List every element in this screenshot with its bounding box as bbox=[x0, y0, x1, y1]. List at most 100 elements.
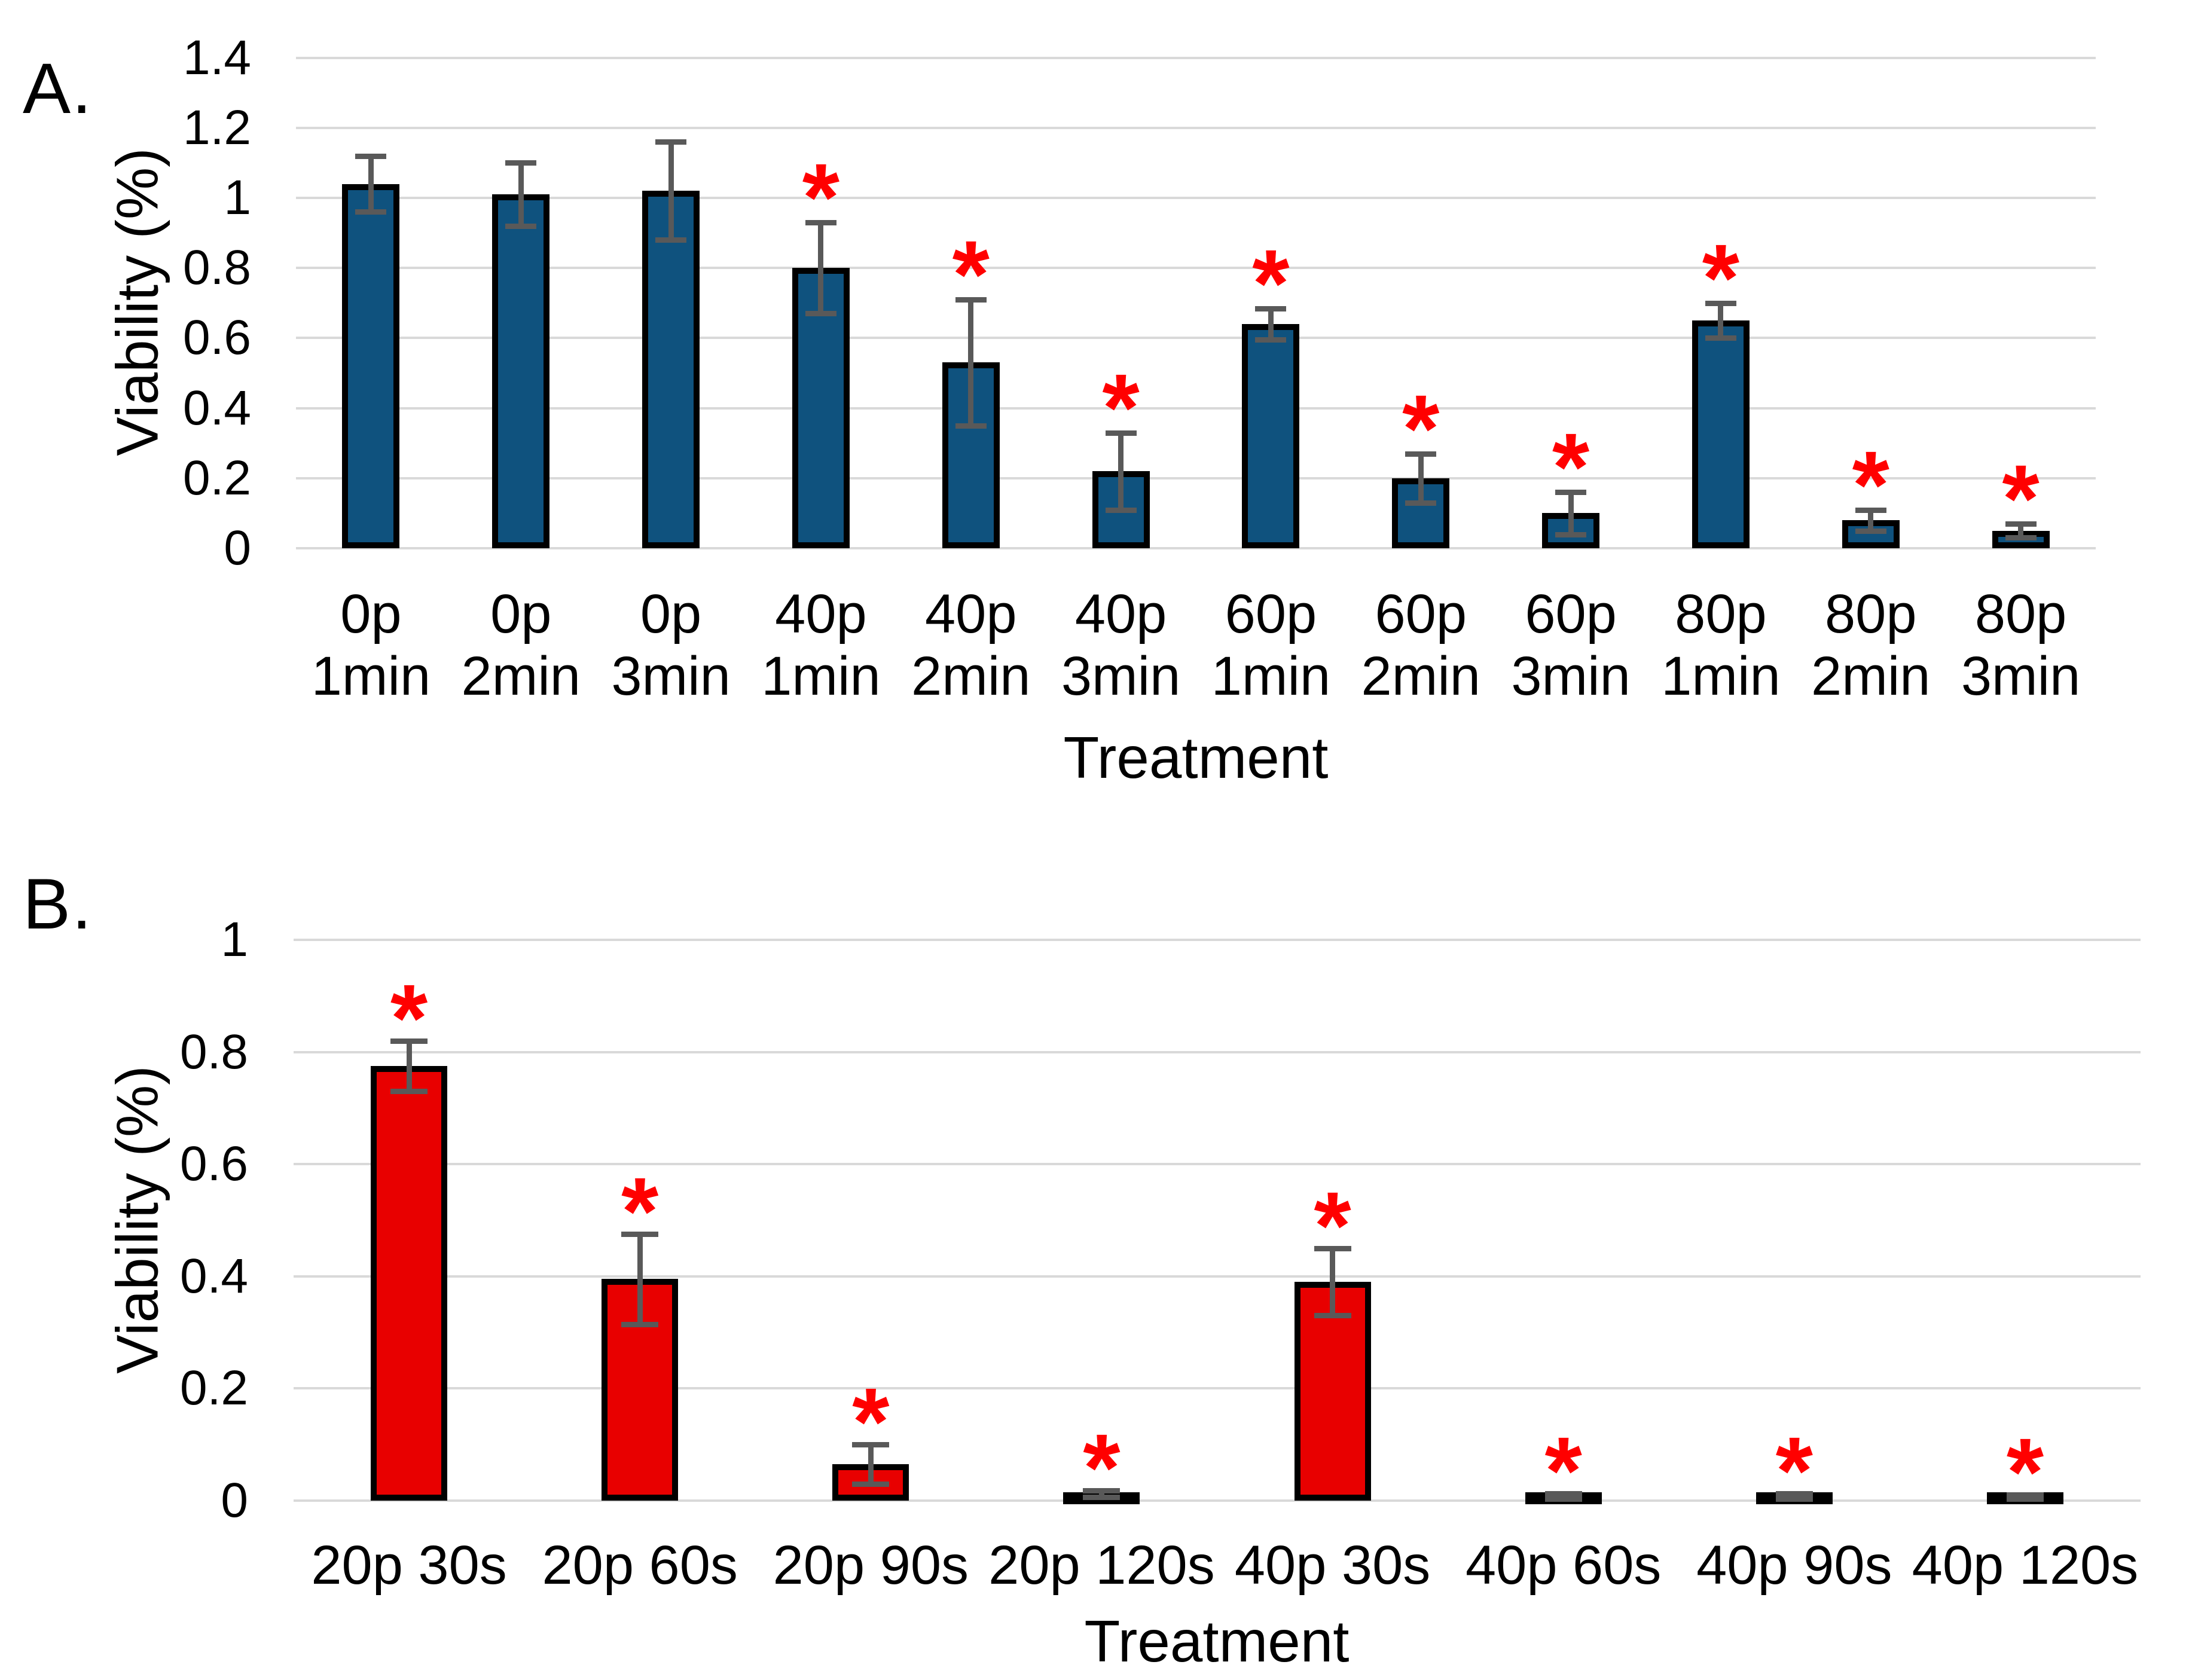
category-label: 40p 60s bbox=[1448, 1534, 1679, 1596]
significance-asterisk: * bbox=[2006, 1418, 2044, 1525]
error-bar bbox=[518, 163, 524, 226]
category-label: 40p 1min bbox=[746, 583, 896, 707]
category-label: 60p 3min bbox=[1496, 583, 1646, 707]
error-bar bbox=[1268, 308, 1274, 340]
error-bar bbox=[1568, 492, 1574, 534]
category-label: 80p 1min bbox=[1646, 583, 1796, 707]
error-bar-top-cap bbox=[1105, 430, 1137, 436]
error-bar bbox=[818, 222, 824, 314]
category-label: 40p 30s bbox=[1217, 1534, 1448, 1596]
error-bar bbox=[1868, 509, 1874, 531]
error-bar-top-cap bbox=[2005, 521, 2037, 527]
category-label: 40p 90s bbox=[1679, 1534, 1910, 1596]
gridline bbox=[294, 1387, 2141, 1390]
category-label-line: 0p bbox=[340, 584, 402, 644]
significance-asterisk: * bbox=[952, 220, 990, 328]
gridline bbox=[296, 197, 2096, 199]
error-bar-top-cap bbox=[1855, 507, 1886, 513]
category-label-line: 0p bbox=[490, 584, 552, 644]
significance-asterisk: * bbox=[1252, 229, 1290, 337]
error-bar-bottom-cap bbox=[355, 209, 387, 215]
bar bbox=[1692, 320, 1750, 548]
error-bar-top-cap bbox=[1405, 451, 1437, 457]
error-bar bbox=[668, 142, 674, 240]
category-label: 40p 120s bbox=[1910, 1534, 2141, 1596]
category-label-line: 40p bbox=[924, 584, 1017, 644]
ytick-label: 1 bbox=[224, 170, 251, 225]
error-bar-bottom-cap bbox=[1544, 1496, 1582, 1502]
error-bar-top-cap bbox=[655, 139, 687, 145]
category-label-line: 40p 30s bbox=[1234, 1535, 1431, 1596]
category-label-line: 60p bbox=[1525, 584, 1617, 644]
category-label-line: 1min bbox=[1661, 646, 1781, 707]
ytick-label: 0.4 bbox=[183, 380, 251, 435]
significance-asterisk: * bbox=[621, 1157, 659, 1265]
gridline bbox=[296, 407, 2096, 410]
gridline bbox=[296, 56, 2096, 59]
ytick-label: 0.8 bbox=[180, 1024, 248, 1079]
ytick-label: 1 bbox=[221, 912, 248, 967]
category-label-line: 2min bbox=[1361, 646, 1480, 707]
bar bbox=[1542, 513, 1600, 548]
bar bbox=[371, 1066, 448, 1501]
category-label: 40p 2min bbox=[896, 583, 1046, 707]
ytick-label: 1.2 bbox=[183, 100, 251, 155]
panel-b-label: B. bbox=[23, 864, 93, 944]
panel-a-x-axis-title: Treatment bbox=[1063, 725, 1329, 790]
significance-asterisk: * bbox=[2002, 444, 2040, 552]
error-bar-bottom-cap bbox=[805, 311, 836, 317]
error-bar bbox=[637, 1234, 643, 1324]
gridline bbox=[294, 1050, 2141, 1053]
error-bar-bottom-cap bbox=[1555, 532, 1587, 537]
error-bar-top-cap bbox=[390, 1038, 428, 1044]
significance-asterisk: * bbox=[1552, 413, 1590, 521]
error-bar-top-cap bbox=[1314, 1245, 1351, 1251]
error-bar bbox=[368, 155, 374, 212]
error-bar-bottom-cap bbox=[1855, 528, 1886, 534]
error-bar-bottom-cap bbox=[955, 423, 987, 429]
significance-asterisk: * bbox=[852, 1368, 890, 1476]
category-label-line: 2min bbox=[1811, 646, 1931, 707]
ytick-label: 0 bbox=[224, 521, 251, 575]
error-bar bbox=[968, 299, 974, 426]
error-bar-bottom-cap bbox=[1705, 335, 1736, 341]
gridline bbox=[294, 939, 2141, 941]
error-bar-bottom-cap bbox=[2006, 1496, 2044, 1502]
error-bar-top-cap bbox=[852, 1442, 890, 1448]
category-label-line: 80p bbox=[1974, 584, 2067, 644]
error-bar-top-cap bbox=[1555, 490, 1587, 496]
ytick-label: 0.2 bbox=[180, 1361, 248, 1416]
bar bbox=[492, 194, 550, 548]
error-bar bbox=[2018, 523, 2024, 538]
category-label-line: 1min bbox=[311, 646, 431, 707]
category-label: 20p 60s bbox=[524, 1534, 755, 1596]
category-label-line: 0p bbox=[640, 584, 702, 644]
gridline bbox=[296, 476, 2096, 479]
error-bar bbox=[1718, 303, 1724, 338]
bar bbox=[792, 268, 850, 548]
gridline bbox=[294, 1275, 2141, 1278]
category-label: 20p 120s bbox=[986, 1534, 1217, 1596]
category-label-line: 80p bbox=[1675, 584, 1767, 644]
category-label-line: 20p 120s bbox=[988, 1535, 1215, 1596]
category-label: 0p 3min bbox=[596, 583, 746, 707]
category-label-line: 3min bbox=[1511, 646, 1631, 707]
error-bar-top-cap bbox=[1255, 306, 1287, 311]
category-label-line: 1min bbox=[1211, 646, 1331, 707]
error-bar bbox=[1330, 1248, 1336, 1316]
error-bar-top-cap bbox=[621, 1232, 659, 1238]
error-bar-bottom-cap bbox=[1405, 500, 1437, 506]
error-bar-bottom-cap bbox=[621, 1321, 659, 1327]
ytick-label: 0.4 bbox=[180, 1248, 248, 1303]
category-label: 60p 1min bbox=[1196, 583, 1346, 707]
ytick-label: 1.4 bbox=[183, 30, 251, 85]
gridline bbox=[296, 126, 2096, 129]
gridline bbox=[296, 337, 2096, 340]
category-label: 80p 2min bbox=[1796, 583, 1946, 707]
category-label: 0p 1min bbox=[296, 583, 446, 707]
category-label-line: 3min bbox=[611, 646, 731, 707]
significance-asterisk: * bbox=[1544, 1416, 1582, 1524]
